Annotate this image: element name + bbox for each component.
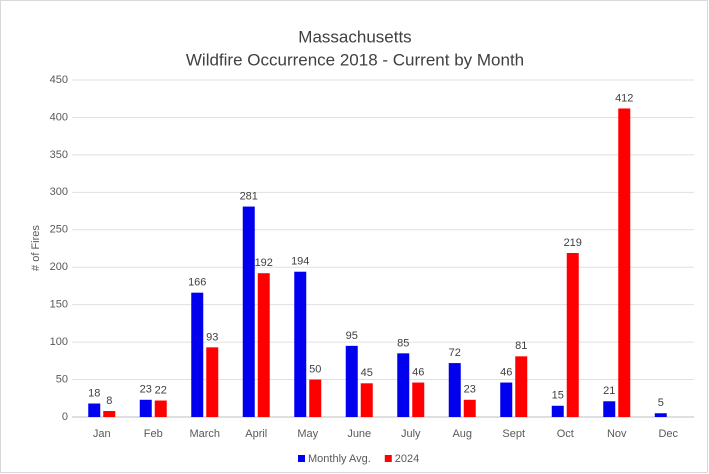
bar: [412, 382, 425, 417]
data-label: 23: [464, 384, 476, 396]
data-label: 93: [206, 331, 218, 343]
x-tick-label: July: [401, 428, 421, 440]
bar: [551, 405, 564, 417]
x-tick-label: April: [245, 428, 267, 440]
y-tick-label: 50: [56, 373, 68, 385]
x-tick-label: March: [189, 428, 220, 440]
x-tick-label: June: [347, 428, 371, 440]
data-label: 281: [240, 190, 258, 202]
data-label: 194: [291, 256, 309, 268]
bar: [566, 252, 579, 417]
data-label: 8: [106, 395, 112, 407]
data-label: 23: [140, 384, 152, 396]
y-tick-label: 100: [50, 336, 68, 348]
x-tick-label: Feb: [144, 428, 163, 440]
legend-label: 2024: [395, 453, 419, 465]
data-label: 72: [449, 347, 461, 359]
y-tick-label: 450: [50, 74, 68, 86]
data-label: 22: [155, 384, 167, 396]
data-label: 95: [346, 330, 358, 342]
bar: [88, 403, 101, 417]
bar: [603, 401, 616, 417]
data-label: 85: [397, 337, 409, 349]
chart-subtitle: Wildfire Occurrence 2018 - Current by Mo…: [186, 50, 524, 69]
bar: [360, 383, 373, 417]
bar: [654, 413, 667, 417]
bar: [309, 379, 322, 417]
x-tick-label: Dec: [658, 428, 678, 440]
x-tick-label: Aug: [452, 428, 472, 440]
y-tick-label: 200: [50, 261, 68, 273]
bar: [345, 345, 358, 417]
data-label: 18: [88, 387, 100, 399]
x-tick-label: Jan: [93, 428, 111, 440]
bar: [103, 411, 116, 417]
bar: [500, 382, 513, 417]
bar: [257, 273, 270, 417]
x-tick-label: Sept: [502, 428, 525, 440]
data-label: 45: [361, 367, 373, 379]
data-label: 192: [255, 257, 273, 269]
data-label: 219: [564, 237, 582, 249]
y-tick-label: 0: [62, 411, 68, 423]
y-tick-label: 350: [50, 149, 68, 161]
legend-swatch: [384, 455, 392, 462]
x-tick-label: Nov: [607, 428, 627, 440]
bar: [397, 353, 410, 417]
data-label: 46: [500, 366, 512, 378]
bar: [191, 292, 204, 417]
data-label: 50: [309, 363, 321, 375]
data-label: 412: [615, 92, 633, 104]
bar: [206, 347, 219, 417]
y-tick-label: 300: [50, 186, 68, 198]
x-tick-label: Oct: [557, 428, 574, 440]
data-label: 21: [603, 385, 615, 397]
legend-swatch: [298, 455, 305, 462]
bar: [139, 399, 152, 417]
y-tick-label: 150: [50, 299, 68, 311]
legend-label: Monthly Avg.: [308, 453, 371, 465]
bar: [618, 108, 631, 418]
chart-title: Massachusetts: [298, 27, 411, 46]
bar: [515, 356, 528, 417]
x-tick-label: May: [297, 428, 318, 440]
bar: [242, 206, 255, 417]
data-label: 5: [658, 397, 664, 409]
data-label: 46: [412, 366, 424, 378]
bar: [448, 363, 461, 417]
data-label: 166: [188, 277, 206, 289]
data-label: 15: [552, 390, 564, 402]
y-tick-label: 400: [50, 111, 68, 123]
bar: [463, 399, 476, 417]
bar: [154, 400, 167, 417]
y-tick-label: 250: [50, 224, 68, 236]
data-label: 81: [515, 340, 527, 352]
y-axis-label: # of Fires: [30, 225, 42, 271]
bar: [294, 271, 307, 417]
